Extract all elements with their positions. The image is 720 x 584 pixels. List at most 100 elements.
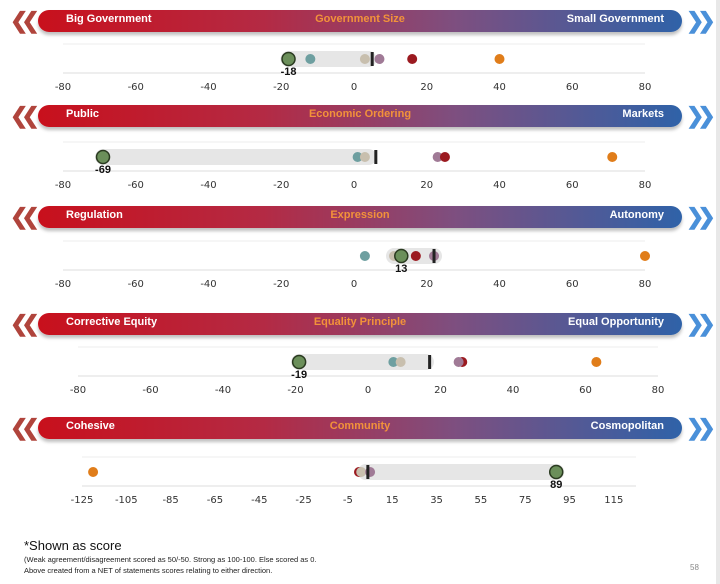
tick-label: 80 — [639, 82, 652, 93]
data-point — [388, 357, 399, 367]
dot-plot-2: -69 -80 -60 -40 -20 0 20 40 60 80 — [55, 141, 652, 191]
tick-label: -40 — [200, 82, 216, 93]
tick-label: -5 — [343, 495, 353, 506]
tick-label: 20 — [420, 82, 433, 93]
data-point — [374, 54, 385, 64]
footnote-line-2: Above created from a NET of statements s… — [24, 566, 273, 575]
data-point — [395, 357, 406, 367]
range-band — [291, 354, 434, 370]
dot-plot-5: 89 -125 -105 -85 -65 -45 -25 -5 15 35 55 75 95 115 — [71, 456, 636, 506]
left-pole-label: Regulation — [66, 209, 123, 221]
highlight-point — [548, 464, 564, 480]
highlight-value-label: -19 — [291, 369, 307, 381]
left-pole-label: Public — [66, 108, 100, 120]
page-edge — [716, 0, 720, 584]
tick-label: -125 — [71, 495, 94, 506]
highlight-point — [291, 354, 307, 370]
tick-label: 40 — [507, 385, 520, 396]
tick-label: 75 — [519, 495, 532, 506]
data-point — [356, 467, 367, 477]
tick-label: 40 — [493, 82, 506, 93]
tick-label: 20 — [434, 385, 447, 396]
left-pole-label: Corrective Equity — [66, 316, 158, 328]
tick-label: -105 — [115, 495, 138, 506]
tick-label: 20 — [420, 180, 433, 191]
tick-label: 95 — [563, 495, 576, 506]
mean-marker — [428, 355, 432, 369]
double-chevron-left-icon: ❮❮ — [10, 103, 40, 128]
double-chevron-left-icon: ❮❮ — [10, 415, 40, 440]
highlight-point — [281, 51, 296, 67]
tick-label: 0 — [351, 180, 357, 191]
data-point — [607, 152, 618, 162]
mean-marker — [432, 249, 436, 263]
double-chevron-left-icon: ❮❮ — [10, 204, 40, 229]
left-pole-label: Cohesive — [66, 420, 115, 432]
double-chevron-right-icon: ❯❯ — [686, 8, 716, 33]
axis-banner: Regulation Expression Autonomy — [38, 206, 682, 228]
highlight-point — [394, 248, 409, 264]
data-point — [88, 467, 99, 477]
tick-label: -20 — [273, 279, 289, 290]
tick-label: -80 — [55, 82, 71, 93]
tick-label: -40 — [200, 180, 216, 191]
tick-label: 60 — [579, 385, 592, 396]
tick-label: -40 — [215, 385, 231, 396]
tick-label: 80 — [652, 385, 665, 396]
double-chevron-right-icon: ❯❯ — [686, 415, 716, 440]
range-band — [95, 149, 377, 165]
tick-label: -25 — [295, 495, 311, 506]
dimension-title: Expression — [330, 209, 390, 221]
tick-label: 55 — [475, 495, 488, 506]
highlight-value-label: 89 — [550, 479, 562, 491]
data-point — [640, 251, 650, 261]
tick-label: -85 — [162, 495, 178, 506]
axis-banner: Corrective Equity Equality Principle Equal… — [38, 313, 682, 335]
tick-label: 0 — [351, 82, 357, 93]
right-pole-label: Cosmopolitan — [590, 420, 664, 432]
footnote-line-1: (Weak agreement/disagreement scored as 5… — [24, 555, 317, 564]
tick-label: -45 — [251, 495, 267, 506]
double-chevron-left-icon: ❮❮ — [10, 311, 40, 336]
dimension-title: Community — [329, 420, 391, 432]
dimension-title: Economic Ordering — [308, 108, 412, 120]
data-point — [305, 54, 316, 64]
tick-label: -60 — [142, 385, 158, 396]
highlight-value-label: 13 — [395, 263, 407, 275]
range-band — [357, 464, 565, 480]
data-point — [453, 357, 464, 367]
tick-label: -20 — [273, 82, 289, 93]
tick-label: 15 — [386, 495, 399, 506]
tick-label: -40 — [200, 279, 216, 290]
tick-label: 35 — [430, 495, 443, 506]
double-chevron-left-icon: ❮❮ — [10, 8, 40, 33]
page-number: 58 — [690, 563, 699, 572]
range-band — [280, 51, 377, 67]
dot-plot-3: 13 -80 -60 -40 -20 0 20 40 60 80 — [55, 240, 651, 290]
mean-marker — [370, 52, 374, 66]
highlight-value-label: -69 — [95, 164, 111, 176]
dot-plot-4: -19 -80 -60 -40 -20 0 20 40 60 80 — [70, 346, 665, 396]
data-point — [432, 152, 443, 162]
right-pole-label: Small Government — [566, 13, 664, 25]
tick-label: -65 — [207, 495, 223, 506]
tick-label: 0 — [365, 385, 371, 396]
tick-label: 0 — [351, 279, 357, 290]
tick-label: 60 — [566, 82, 579, 93]
data-point — [352, 152, 363, 162]
data-point — [359, 152, 370, 162]
tick-label: -20 — [273, 180, 289, 191]
tick-label: -80 — [55, 279, 71, 290]
left-pole-label: Big Government — [66, 13, 152, 25]
data-point — [439, 152, 450, 162]
tick-label: 115 — [604, 495, 623, 506]
tick-label: 20 — [420, 279, 433, 290]
tick-label: 60 — [566, 279, 579, 290]
footnote-title: *Shown as score — [24, 538, 122, 553]
tick-label: 80 — [639, 180, 652, 191]
data-point — [407, 54, 418, 64]
dot-plot-1: -18 -80 -60 -40 -20 0 20 40 60 80 — [55, 43, 652, 93]
tick-label: 40 — [493, 180, 506, 191]
mean-marker — [374, 150, 378, 164]
data-point — [410, 251, 421, 261]
